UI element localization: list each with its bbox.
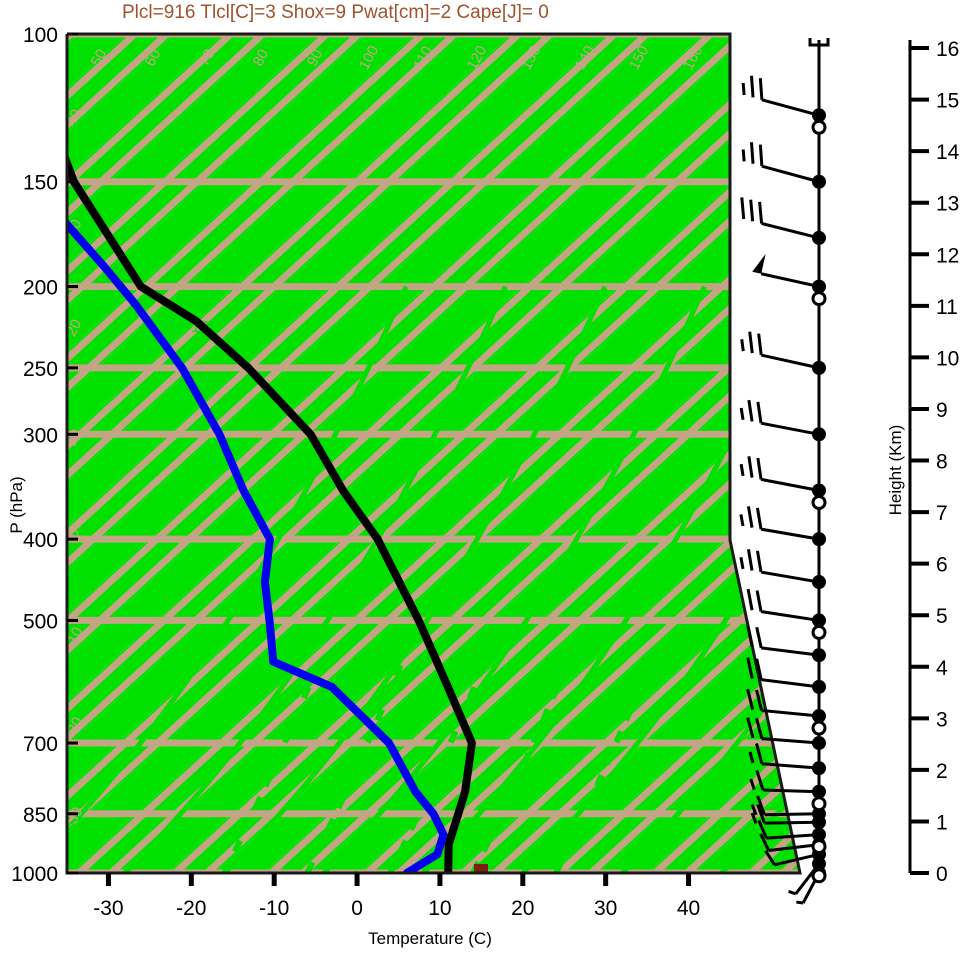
mixing-ratio-lines: [221, 660, 654, 873]
svg-text:10: 10: [428, 897, 451, 920]
wind-barbs: [739, 38, 830, 905]
svg-text:-20: -20: [176, 897, 206, 920]
svg-text:60: 60: [142, 47, 165, 70]
svg-text:20: 20: [511, 897, 534, 920]
svg-text:1: 1: [936, 811, 948, 834]
temperature-curve: [67, 80, 476, 873]
svg-text:40: 40: [677, 897, 700, 920]
svg-text:150: 150: [23, 172, 58, 195]
svg-text:100: 100: [23, 24, 58, 47]
svg-text:-10: -10: [259, 897, 289, 920]
svg-text:200: 200: [23, 277, 58, 300]
wind-level-markers: [811, 108, 827, 884]
svg-text:12: 12: [936, 244, 959, 267]
svg-text:500: 500: [23, 610, 58, 633]
svg-text:30: 30: [594, 897, 617, 920]
svg-text:10: 10: [936, 347, 959, 370]
svg-text:8: 8: [936, 451, 948, 474]
svg-text:9: 9: [936, 399, 948, 422]
svg-text:-30: -30: [93, 897, 123, 920]
dewpoint-curve: [67, 80, 448, 873]
surface-parcel-marker: [474, 864, 488, 873]
svg-text:90: 90: [304, 47, 327, 70]
svg-text:2: 2: [936, 760, 948, 783]
plot-frame: [65, 32, 802, 875]
svg-text:6: 6: [936, 554, 948, 577]
svg-text:700: 700: [23, 733, 58, 756]
page-title: Plcl=916 Tlcl[C]=3 Shox=9 Pwat[cm]=2 Cap…: [122, 2, 549, 23]
svg-text:0: 0: [936, 863, 948, 886]
svg-text:70: 70: [196, 47, 219, 70]
isobar-lines: [67, 34, 800, 873]
svg-text:16: 16: [936, 38, 959, 61]
svg-text:3: 3: [936, 708, 948, 731]
svg-text:24: 24: [441, 319, 459, 336]
svg-text:5: 5: [936, 605, 948, 628]
svg-text:80: 80: [250, 47, 273, 70]
svg-text:14: 14: [936, 141, 960, 164]
height-axis-title: Height (Km): [886, 425, 905, 516]
svg-text:300: 300: [23, 424, 58, 447]
svg-text:1000: 1000: [11, 863, 58, 886]
svg-text:11: 11: [936, 296, 958, 319]
pressure-axis: 100 150 200 250 300 400 500 700 850 1000: [11, 24, 78, 886]
svg-text:15: 15: [936, 90, 959, 113]
svg-text:0: 0: [351, 897, 363, 920]
sounding-curves: [67, 80, 488, 873]
svg-text:13: 13: [936, 193, 959, 216]
dry-adiabat-lines: [67, 34, 800, 873]
svg-text:250: 250: [23, 358, 58, 381]
svg-text:50: 50: [88, 47, 111, 70]
wind-barb-column: [739, 38, 830, 905]
temperature-axis: -30 -20 -10 0 10 20 30 40: [93, 873, 700, 920]
svg-text:32: 32: [651, 319, 669, 336]
svg-text:16: 16: [263, 319, 281, 336]
svg-text:7: 7: [936, 502, 948, 525]
svg-text:850: 850: [23, 804, 58, 827]
svg-text:400: 400: [23, 529, 58, 552]
pressure-axis-title: P (hPa): [7, 476, 26, 533]
temperature-axis-title: Temperature (C): [368, 929, 492, 948]
svg-text:4: 4: [936, 657, 948, 680]
